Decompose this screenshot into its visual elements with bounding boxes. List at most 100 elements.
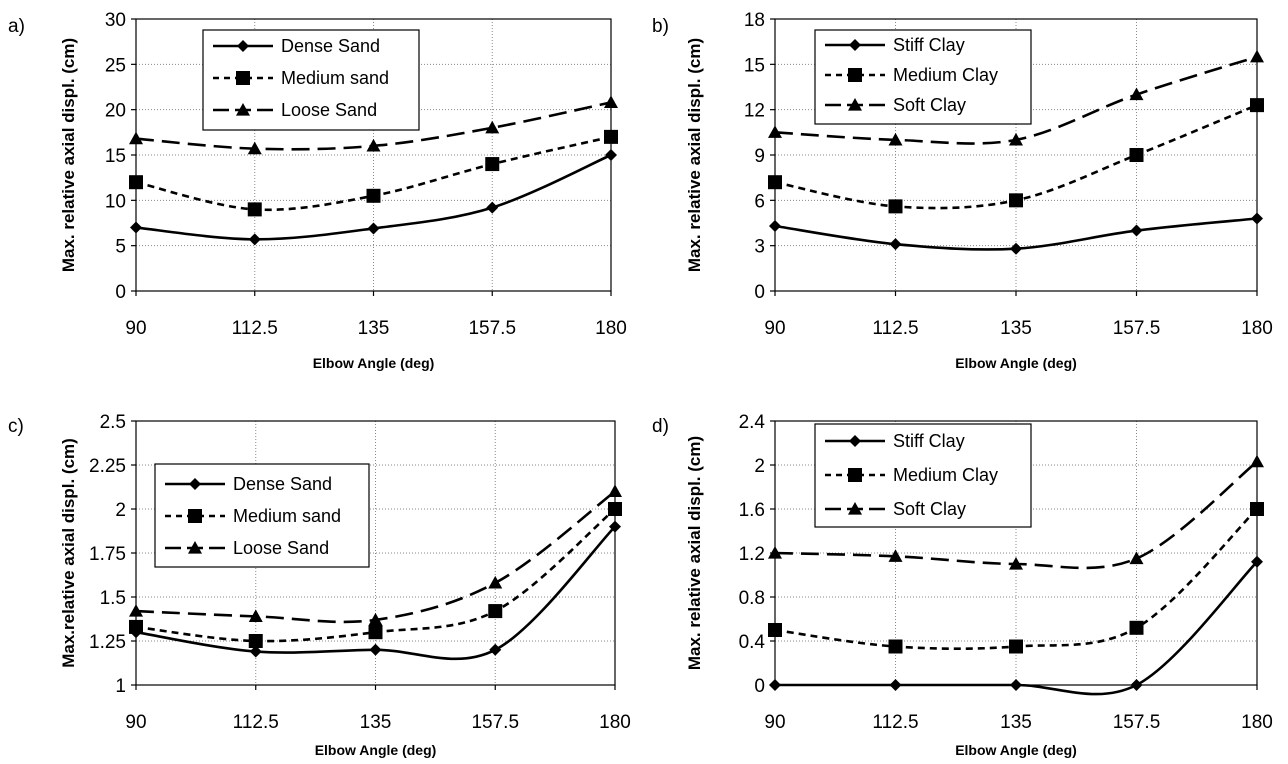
- y-axis-title: Max. relative axial displ. (cm): [685, 436, 704, 670]
- data-point: [1129, 620, 1144, 635]
- data-point: [1250, 454, 1264, 468]
- series-2: [768, 454, 1264, 570]
- y-tick-label: 25: [105, 55, 126, 76]
- data-point: [249, 645, 262, 658]
- y-tick-label: 20: [105, 101, 126, 122]
- y-tick-label: 2.5: [100, 412, 126, 433]
- series-line: [774, 460, 1258, 570]
- legend-label: Stiff Clay: [893, 431, 965, 451]
- legend-label: Medium Clay: [893, 65, 998, 85]
- data-point: [1129, 87, 1144, 101]
- data-point: [769, 679, 781, 691]
- data-point: [889, 238, 902, 251]
- series-0: [769, 555, 1263, 696]
- x-tick-label: 157.5: [1113, 318, 1161, 339]
- y-tick-label: 1.2: [739, 544, 765, 565]
- series-1: [129, 502, 622, 648]
- legend-marker: [237, 40, 249, 52]
- series-1: [768, 502, 1264, 654]
- x-tick-label: 135: [360, 712, 392, 733]
- legend-marker: [188, 541, 202, 554]
- chart-panel-2: 1 1.25 1.5 1.75 2 2.25 2.5 90 112.5 135 157.5 180 El…: [8, 412, 631, 758]
- x-axis-title: Elbow Angle (deg): [955, 742, 1077, 758]
- data-point: [608, 484, 622, 497]
- y-tick-label: 2: [754, 456, 765, 477]
- y-tick-label: 12: [744, 101, 765, 122]
- data-point: [768, 623, 782, 637]
- data-point: [369, 643, 382, 656]
- legend: Dense Sand Medium sand Loose Sand: [202, 29, 420, 131]
- data-point: [1129, 551, 1144, 565]
- data-point: [368, 612, 383, 626]
- series-line: [135, 490, 616, 624]
- legend: Stiff Clay Medium Clay Soft Clay: [814, 29, 1032, 125]
- data-point: [1251, 555, 1263, 568]
- legend-label: Medium sand: [281, 68, 389, 88]
- data-point: [888, 639, 903, 654]
- series-1: [129, 129, 618, 217]
- y-tick-label: 0.8: [739, 588, 765, 609]
- legend-marker: [188, 509, 202, 523]
- data-point: [366, 138, 381, 152]
- data-point: [1009, 639, 1023, 654]
- data-point: [608, 502, 622, 516]
- data-point: [609, 520, 621, 533]
- data-point: [768, 546, 782, 559]
- data-point: [1129, 148, 1144, 162]
- chart-panel-0: 0 5 10 15 20 25 30 90 112.5 135 157.5 180 Elbow Angl…: [8, 10, 627, 371]
- legend-marker: [848, 468, 862, 482]
- data-point: [1009, 557, 1023, 570]
- data-point: [1010, 242, 1022, 255]
- y-tick-label: 9: [754, 146, 765, 167]
- data-point: [1130, 679, 1143, 691]
- legend-label: Medium Clay: [893, 465, 998, 485]
- panel-label: d): [652, 416, 669, 437]
- x-tick-label: 112.5: [872, 318, 918, 339]
- panel-label: a): [8, 16, 25, 37]
- data-point: [247, 202, 262, 217]
- y-tick-label: 1.75: [89, 544, 126, 565]
- x-tick-label: 157.5: [1113, 712, 1161, 733]
- y-tick-label: 15: [105, 146, 126, 167]
- x-axis-title: Elbow Angle (deg): [315, 742, 437, 758]
- y-tick-label: 3: [754, 237, 765, 258]
- legend-label: Loose Sand: [281, 100, 377, 120]
- legend-label: Soft Clay: [893, 95, 966, 115]
- data-point: [1250, 49, 1264, 63]
- data-point: [768, 125, 782, 138]
- y-axis-title: Max. relative axial displ. (cm): [59, 38, 78, 272]
- data-point: [248, 634, 263, 648]
- data-point: [1130, 224, 1143, 237]
- data-point: [129, 175, 143, 190]
- y-tick-label: 0.4: [739, 632, 766, 653]
- data-point: [247, 141, 262, 155]
- y-tick-label: 1.25: [89, 632, 126, 653]
- y-axis-title: Max. relative axial displ. (cm): [685, 38, 704, 272]
- y-tick-label: 30: [105, 10, 126, 31]
- legend-label: Dense Sand: [281, 36, 380, 56]
- x-tick-label: 180: [599, 712, 631, 733]
- data-point: [1250, 98, 1264, 113]
- panel-label: b): [652, 16, 669, 37]
- x-tick-label: 157.5: [468, 318, 516, 339]
- y-tick-label: 1.6: [739, 500, 765, 521]
- legend-marker: [189, 478, 201, 490]
- data-point: [130, 221, 142, 234]
- series-line: [774, 560, 1258, 696]
- data-point: [485, 120, 500, 134]
- data-point: [248, 609, 263, 622]
- data-point: [129, 604, 143, 617]
- x-tick-label: 112.5: [232, 318, 278, 339]
- data-point: [486, 201, 499, 214]
- x-axis-title: Elbow Angle (deg): [955, 355, 1077, 371]
- data-point: [485, 157, 500, 172]
- chart-panel-1: 0 3 6 9 12 15 18 90 112.5 135 157.5 180 Elbow Angle …: [652, 10, 1273, 371]
- x-tick-label: 90: [764, 318, 785, 339]
- data-point: [1010, 679, 1022, 691]
- y-axis-title: Max.relative axial displ. (cm): [59, 438, 78, 668]
- series-2: [129, 484, 622, 626]
- x-tick-label: 135: [1000, 712, 1032, 733]
- legend-label: Soft Clay: [893, 499, 966, 519]
- y-tick-label: 0: [754, 676, 765, 697]
